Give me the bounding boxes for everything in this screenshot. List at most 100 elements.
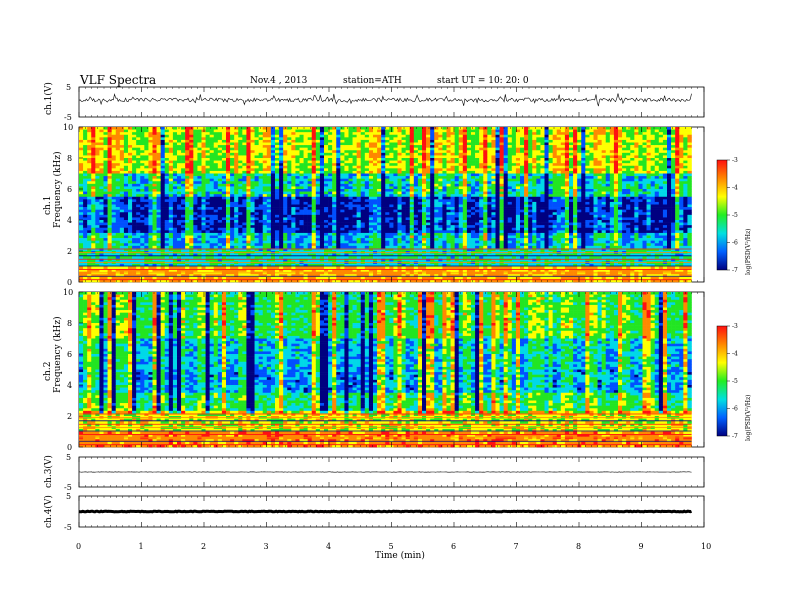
spectrogram-cell (205, 217, 210, 221)
spectrogram-cell (177, 183, 182, 187)
spectrogram-cell (299, 214, 304, 218)
spectrogram-cell (303, 132, 308, 136)
spectrogram-cell (119, 173, 125, 177)
spectrogram-cell (413, 230, 419, 234)
spectrogram-cell (254, 178, 259, 182)
spectrogram-cell (405, 170, 411, 174)
spectrogram-cell (283, 230, 288, 234)
spectrogram-cell (368, 142, 374, 146)
spectrogram-cell (242, 214, 247, 218)
spectrogram-cell (360, 127, 366, 130)
spectrogram-cell (83, 134, 88, 138)
spectrogram-cell (123, 214, 129, 218)
spectrogram-cell (172, 256, 178, 260)
spectrogram-cell (79, 139, 84, 143)
spectrogram-cell (119, 256, 125, 260)
spectrogram-cell (352, 235, 357, 239)
spectrogram-cell (352, 152, 357, 156)
spectrogram-cell (111, 183, 117, 187)
spectrogram-cell (177, 158, 182, 161)
spectrogram-cell (368, 217, 374, 221)
spectrogram-cell (258, 160, 264, 164)
spectrogram-cell (328, 139, 333, 143)
spectrogram-cell (303, 235, 308, 239)
spectrogram-cell (299, 147, 304, 151)
spectrogram-cell (303, 258, 308, 262)
spectrogram-cell (238, 163, 243, 167)
spectrogram-cell (123, 173, 129, 177)
spectrogram-cell (87, 279, 92, 283)
spectrogram-cell (324, 170, 329, 174)
spectrogram-cell (181, 253, 186, 257)
spectrogram-cell (242, 163, 247, 167)
spectrogram-cell (238, 152, 243, 156)
spectrogram-cell (230, 232, 235, 236)
spectrogram-cell (242, 212, 247, 216)
spectrogram-cell (279, 225, 284, 229)
spectrogram-cell (230, 214, 235, 218)
spectrogram-cell (328, 253, 333, 257)
spectrogram-cell (193, 279, 198, 283)
spectrogram-cell (250, 152, 255, 156)
spectrogram-cell (160, 163, 166, 167)
spectrogram-cell (201, 276, 206, 280)
spectrogram-cell (181, 204, 186, 208)
spectrogram-cell (221, 248, 227, 252)
spectrogram-cell (262, 129, 268, 133)
spectrogram-cell (132, 220, 137, 223)
spectrogram-cell (226, 147, 231, 151)
spectrogram-cell (160, 220, 166, 223)
spectrogram-cell (209, 230, 215, 234)
spectrogram-cell (368, 189, 374, 192)
spectrogram-cell (246, 132, 251, 136)
spectrogram-cell (217, 147, 223, 151)
spectrogram-cell (311, 199, 317, 203)
spectrogram-cell (123, 230, 129, 234)
spectrogram-cell (164, 279, 170, 283)
spectrogram-cell (315, 178, 321, 182)
spectrogram-cell (328, 245, 333, 249)
spectrogram-cell (115, 232, 121, 236)
spectrogram-cell (242, 274, 247, 278)
spectrogram-cell (144, 266, 149, 270)
spectrogram-cell (262, 150, 268, 154)
spectrogram-cell (226, 240, 231, 244)
spectrogram-cell (368, 245, 374, 249)
spectrogram-cell (213, 150, 219, 154)
spectrogram-cell (107, 132, 112, 136)
spectrogram-cell (295, 225, 300, 229)
spectrogram-cell (230, 170, 235, 174)
spectrogram-cell (389, 132, 394, 136)
spectrogram-cell (164, 176, 170, 179)
spectrogram-cell (79, 225, 84, 229)
spectrogram-cell (262, 258, 268, 262)
spectrogram-cell (356, 230, 362, 234)
spectrogram-cell (307, 142, 313, 146)
spectrogram-cell (172, 173, 178, 177)
spectrogram-cell (148, 163, 153, 167)
spectrogram-cell (246, 274, 251, 278)
spectrogram-cell (340, 132, 345, 136)
spectrogram-cell (119, 258, 125, 262)
spectrogram-cell (393, 222, 398, 226)
spectrogram-cell (405, 155, 411, 159)
spectrogram-cell (291, 214, 296, 218)
spectrogram-cell (221, 217, 227, 221)
spectrogram-cell (393, 132, 398, 136)
spectrogram-cell (295, 183, 300, 187)
spectrogram-cell (373, 209, 378, 213)
spectrogram-cell (413, 232, 419, 236)
spectrogram-cell (132, 150, 137, 154)
spectrogram-cell (144, 129, 149, 133)
spectrogram-cell (123, 134, 129, 138)
spectrogram-cell (291, 152, 296, 156)
spectrogram-cell (287, 204, 292, 208)
spectrogram-cell (132, 232, 137, 236)
spectrogram-cell (91, 274, 96, 278)
spectrogram-cell (413, 227, 419, 231)
spectrogram-cell (279, 186, 284, 190)
spectrogram-cell (385, 134, 390, 138)
spectrogram-cell (156, 230, 161, 234)
spectrogram-cell (373, 240, 378, 244)
spectrogram-cell (209, 196, 215, 200)
